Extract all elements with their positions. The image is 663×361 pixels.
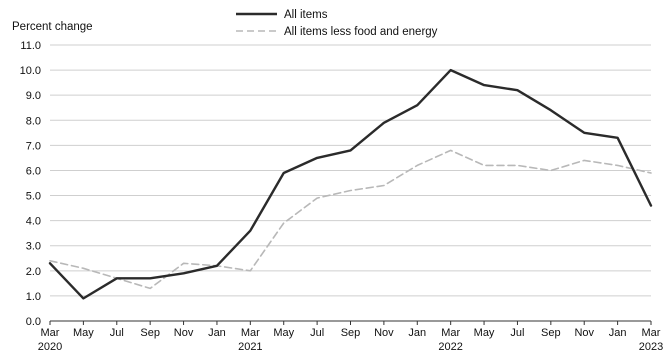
- y-tick-label: 9.0: [26, 90, 41, 102]
- x-tick-label: Mar: [642, 327, 661, 339]
- x-tick-year-label: 2022: [438, 341, 462, 353]
- x-tick-label: Jul: [510, 327, 524, 339]
- x-tick-label: Jul: [110, 327, 124, 339]
- x-tick-label: Sep: [541, 327, 561, 339]
- y-tick-label: 0.0: [26, 316, 41, 328]
- series-line-less-food-energy: [49, 149, 652, 290]
- x-tick-label: Sep: [140, 327, 160, 339]
- x-tick-label: Mar: [441, 327, 460, 339]
- x-tick-year-label: 2023: [639, 341, 663, 353]
- x-tick-label: Jan: [609, 327, 627, 339]
- x-tick-label: Mar: [41, 327, 60, 339]
- x-tick-label: May: [73, 327, 94, 339]
- axes: [49, 320, 652, 325]
- y-tick-label: 6.0: [26, 165, 41, 177]
- y-tick-labels: 0.0 1.0 2.0 3.0 4.0 5.0 6.0 7.0 8.0 9.0 10.0 11.0: [20, 40, 41, 328]
- x-tick-label: May: [474, 327, 495, 339]
- series-line-all-items: [48, 68, 653, 300]
- x-tick-label: Nov: [174, 327, 194, 339]
- legend-label-all-items: All items: [284, 9, 328, 21]
- x-tick-label: Nov: [574, 327, 594, 339]
- x-tick-label: Jan: [408, 327, 426, 339]
- y-tick-label: 2.0: [26, 266, 41, 278]
- y-tick-label: 10.0: [20, 65, 41, 77]
- y-tick-label: 4.0: [26, 216, 41, 228]
- legend: All items All items less food and energy: [236, 9, 438, 38]
- y-tick-label: 1.0: [26, 291, 41, 303]
- x-tick-year-label: 2021: [238, 341, 262, 353]
- y-tick-label: 3.0: [26, 241, 41, 253]
- x-tick-labels: Mar 2020 May Jul Sep Nov Jan Mar 2021 May Jul Sep No…: [38, 327, 663, 353]
- x-tick-label: Jan: [208, 327, 226, 339]
- legend-label-core: All items less food and energy: [284, 26, 438, 38]
- y-axis-label: Percent change: [12, 21, 93, 33]
- x-tick-label: Mar: [241, 327, 260, 339]
- x-tick-label: Nov: [374, 327, 394, 339]
- x-tick-label: Sep: [341, 327, 361, 339]
- y-tick-label: 5.0: [26, 191, 41, 203]
- y-tick-label: 11.0: [20, 40, 41, 52]
- gridlines: [50, 44, 651, 297]
- series-lines: [48, 68, 653, 300]
- y-tick-label: 7.0: [26, 140, 41, 152]
- y-tick-label: 8.0: [26, 115, 41, 127]
- x-tick-year-label: 2020: [38, 341, 62, 353]
- x-tick-label: Jul: [310, 327, 324, 339]
- x-tick-label: May: [273, 327, 294, 339]
